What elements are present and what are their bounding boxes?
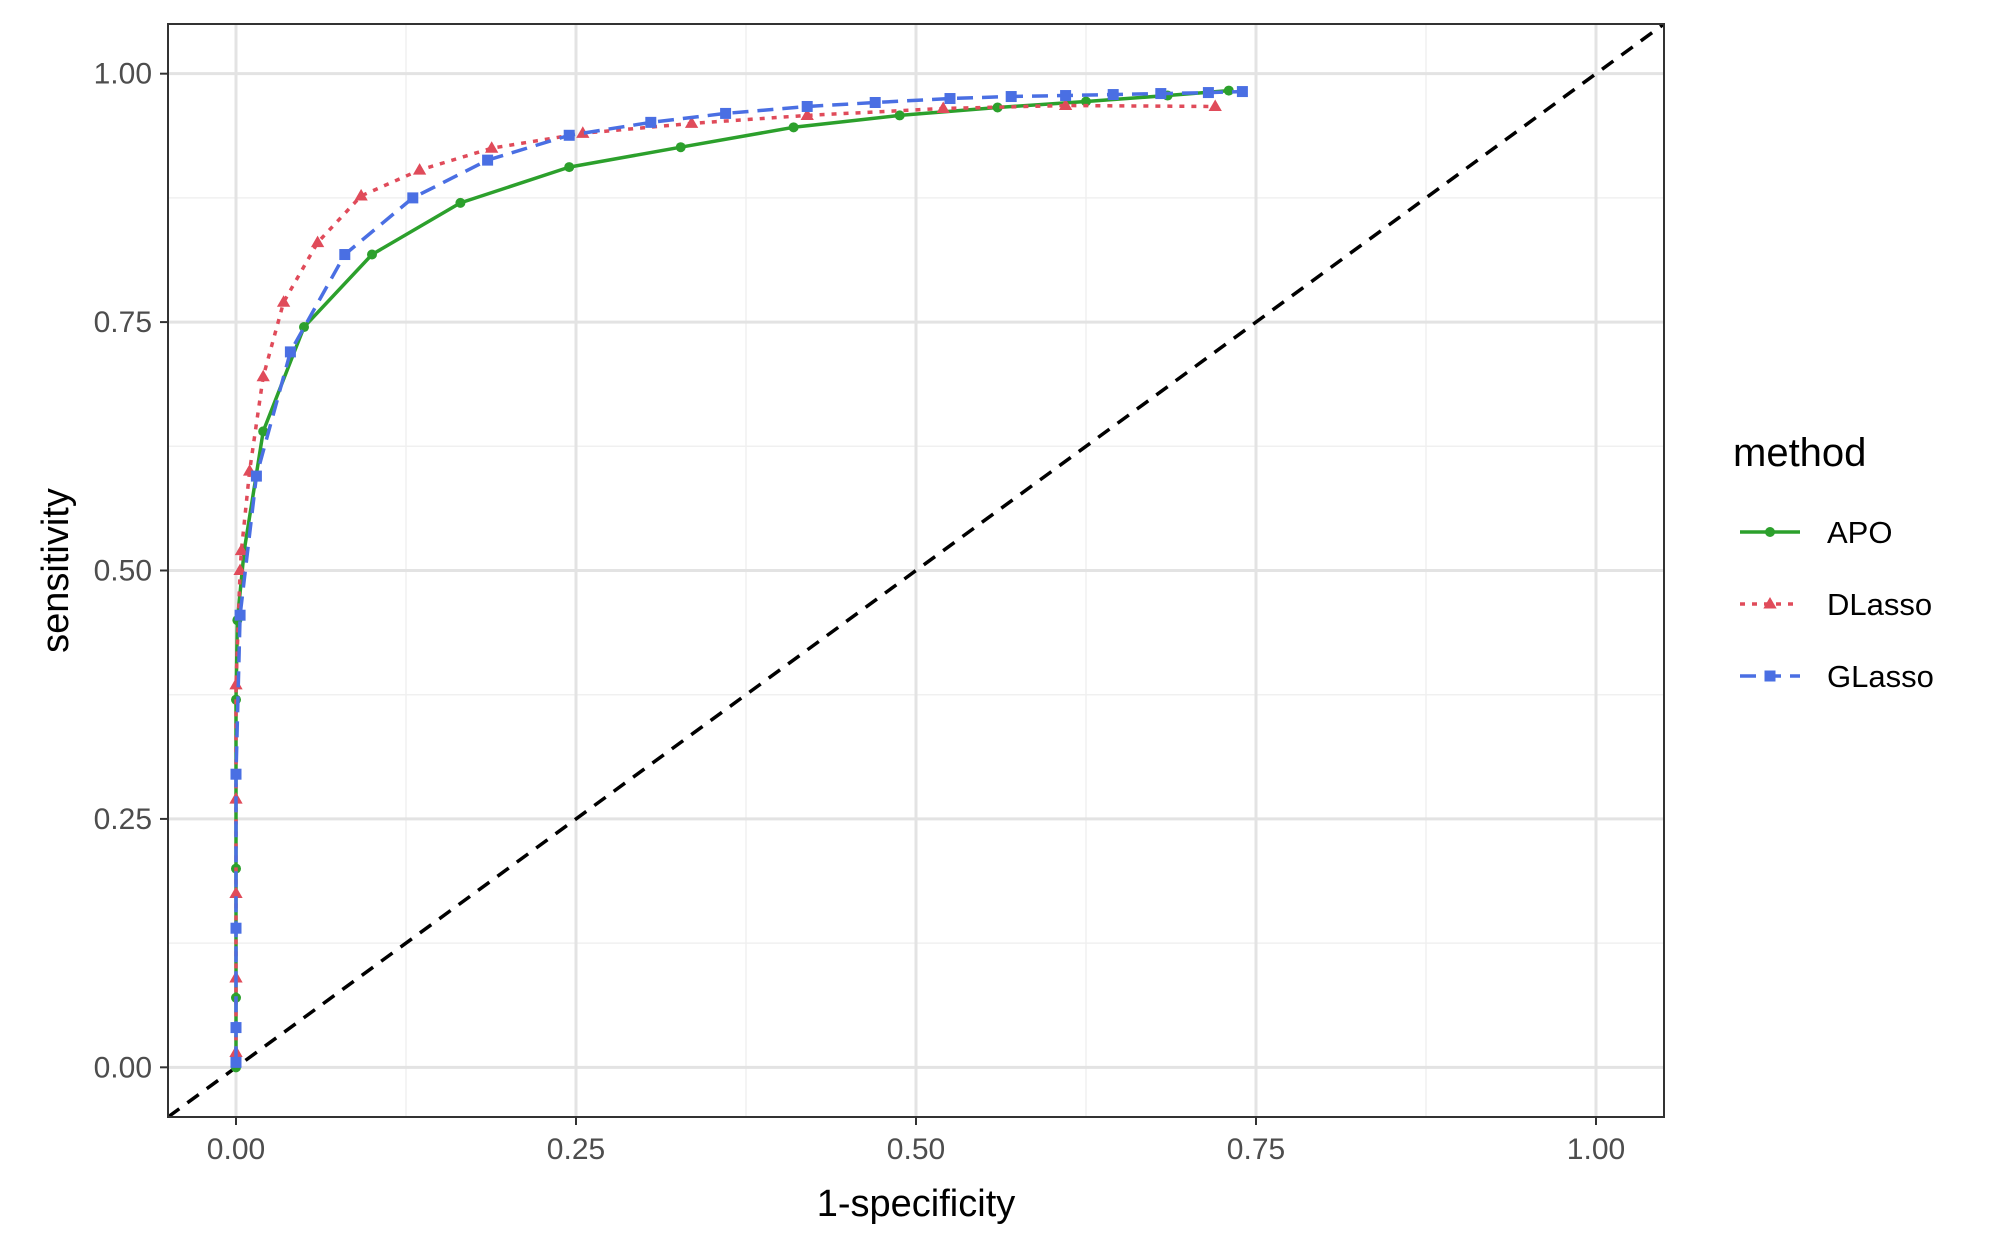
point-glasso bbox=[1155, 88, 1167, 100]
series-glasso bbox=[230, 86, 1248, 1068]
y-tick-label: 0.25 bbox=[94, 803, 152, 836]
point-glasso bbox=[720, 107, 732, 119]
point-glasso bbox=[869, 96, 881, 108]
y-tick-label: 0.00 bbox=[94, 1051, 152, 1084]
point-dlasso bbox=[485, 141, 499, 153]
x-tick-label: 0.25 bbox=[547, 1133, 605, 1166]
x-axis-title: 1-specificity bbox=[817, 1183, 1016, 1225]
x-tick-label: 1.00 bbox=[1567, 1133, 1625, 1166]
point-glasso bbox=[482, 154, 494, 166]
point-dlasso bbox=[354, 188, 368, 201]
point-dlasso bbox=[229, 677, 243, 690]
legend-title: method bbox=[1733, 431, 1866, 475]
point-apo bbox=[564, 162, 575, 173]
legend-item-apo: APO bbox=[1740, 515, 1892, 550]
legend: method APO DLasso GLasso bbox=[1733, 431, 1934, 694]
x-axis-ticks: 0.00 0.25 0.50 0.75 1.00 bbox=[207, 1117, 1625, 1166]
point-glasso bbox=[801, 100, 813, 112]
y-axis-ticks: 0.00 0.25 0.50 0.75 1.00 bbox=[94, 58, 168, 1084]
point-glasso bbox=[234, 609, 246, 621]
point-glasso bbox=[230, 768, 242, 780]
point-dlasso bbox=[412, 163, 427, 175]
reference-diagonal bbox=[168, 24, 1664, 1117]
point-glasso bbox=[1236, 86, 1248, 98]
point-apo bbox=[455, 197, 466, 208]
point-glasso bbox=[250, 470, 262, 482]
point-glasso bbox=[407, 192, 419, 204]
legend-item-glasso: GLasso bbox=[1740, 659, 1934, 694]
series-line-glasso bbox=[234, 89, 1243, 1063]
point-glasso bbox=[230, 1056, 242, 1068]
legend-key-marker-glasso bbox=[1764, 670, 1776, 682]
y-tick-label: 0.75 bbox=[94, 306, 152, 339]
series-dlasso bbox=[229, 98, 1222, 1057]
point-apo bbox=[894, 110, 905, 121]
point-dlasso bbox=[256, 369, 270, 382]
point-dlasso bbox=[1058, 98, 1073, 111]
point-dlasso bbox=[576, 126, 590, 138]
series-line-dlasso bbox=[234, 103, 1216, 1053]
point-dlasso bbox=[310, 235, 325, 248]
diagonal-line bbox=[168, 24, 1664, 1117]
point-glasso bbox=[339, 249, 351, 261]
y-tick-label: 0.50 bbox=[94, 555, 152, 588]
point-dlasso bbox=[276, 295, 291, 307]
point-glasso bbox=[230, 1022, 242, 1034]
series-apo bbox=[231, 85, 1234, 1073]
legend-key-marker-dlasso bbox=[1763, 597, 1777, 609]
grid bbox=[168, 24, 1664, 1117]
legend-item-dlasso: DLasso bbox=[1740, 587, 1932, 622]
point-dlasso bbox=[234, 543, 249, 556]
point-dlasso bbox=[936, 101, 950, 114]
point-dlasso bbox=[800, 108, 814, 120]
point-apo bbox=[1223, 85, 1234, 96]
point-glasso bbox=[1005, 91, 1017, 103]
point-glasso bbox=[1060, 90, 1072, 102]
point-apo bbox=[788, 122, 799, 133]
point-glasso bbox=[1202, 87, 1214, 99]
legend-key-marker-apo bbox=[1765, 527, 1775, 537]
legend-label-dlasso: DLasso bbox=[1827, 587, 1932, 622]
point-apo bbox=[675, 142, 686, 153]
x-tick-label: 0.00 bbox=[207, 1133, 265, 1166]
point-glasso bbox=[645, 116, 657, 128]
point-apo bbox=[258, 426, 269, 437]
series-line-apo bbox=[234, 88, 1229, 1068]
point-dlasso bbox=[229, 886, 243, 898]
legend-label-apo: APO bbox=[1827, 515, 1892, 550]
point-glasso bbox=[563, 129, 575, 141]
y-tick-label: 1.00 bbox=[94, 58, 152, 91]
point-glasso bbox=[230, 922, 242, 934]
y-axis-title: sensitivity bbox=[35, 488, 77, 653]
point-glasso bbox=[284, 346, 296, 358]
point-dlasso bbox=[1208, 99, 1222, 112]
point-dlasso bbox=[684, 116, 699, 128]
legend-items: APO DLasso GLasso bbox=[1740, 515, 1934, 694]
x-tick-label: 0.50 bbox=[887, 1133, 945, 1166]
series-layer bbox=[229, 85, 1248, 1073]
x-tick-label: 0.75 bbox=[1227, 1133, 1285, 1166]
point-apo bbox=[992, 102, 1003, 113]
point-glasso bbox=[1107, 89, 1119, 101]
legend-label-glasso: GLasso bbox=[1827, 659, 1934, 694]
point-apo bbox=[367, 249, 377, 260]
point-glasso bbox=[944, 93, 956, 105]
